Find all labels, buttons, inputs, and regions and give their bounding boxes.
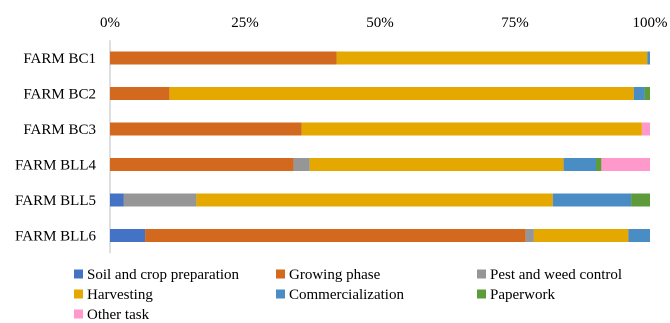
legend-item: Harvesting	[74, 287, 153, 303]
bar-segment	[196, 193, 553, 207]
category-label: FARM BLL6	[15, 229, 96, 245]
bar-segment	[336, 51, 648, 65]
legend-swatch	[276, 289, 285, 299]
x-tick-label: 100%	[633, 15, 668, 31]
bar-segment	[301, 122, 642, 136]
legend-swatch	[74, 309, 83, 319]
bar-row	[110, 193, 650, 207]
legend-swatch	[276, 269, 285, 279]
bar-segment	[601, 158, 650, 171]
bar-segment	[309, 158, 564, 171]
x-tick-label: 25%	[231, 15, 259, 31]
bar-segment	[552, 193, 632, 207]
legend-item: Other task	[74, 307, 150, 323]
legend-label: Harvesting	[87, 287, 153, 303]
legend-label: Soil and crop preparation	[87, 267, 240, 283]
legend-label: Pest and weed control	[490, 267, 622, 283]
x-tick-label: 0%	[100, 15, 120, 31]
category-label: FARM BC1	[23, 51, 96, 67]
legend-label: Paperwork	[490, 287, 555, 303]
category-label: FARM BLL5	[15, 193, 96, 209]
legend-label: Growing phase	[289, 267, 381, 283]
x-tick-label: 50%	[366, 15, 394, 31]
bar-segment	[533, 229, 629, 242]
bar-row	[110, 87, 650, 100]
legend-swatch	[477, 269, 486, 279]
bar-segment	[647, 51, 650, 65]
legend-item: Growing phase	[276, 267, 381, 283]
legend-item: Soil and crop preparation	[74, 267, 240, 283]
bars	[110, 51, 650, 242]
bar-segment	[293, 158, 310, 171]
bar-segment	[633, 87, 645, 100]
bar-row	[110, 158, 650, 171]
bar-segment	[525, 229, 534, 242]
legend: Soil and crop preparation Growing phase Pe…	[74, 267, 622, 323]
bar-segment	[110, 158, 294, 171]
bar-segment	[563, 158, 596, 171]
bar-segment	[628, 229, 650, 242]
bar-segment	[110, 193, 124, 207]
x-axis-ticks: 0% 25% 50% 75% 100%	[100, 15, 668, 31]
legend-swatch	[74, 289, 83, 299]
legend-label: Other task	[87, 307, 150, 323]
bar-segment	[110, 51, 337, 65]
bar-row	[110, 51, 650, 65]
bar-row	[110, 122, 650, 136]
bar-segment	[169, 87, 634, 100]
bar-segment	[644, 87, 650, 100]
legend-item: Commercialization	[276, 287, 404, 303]
bar-segment	[123, 193, 197, 207]
x-tick-label: 75%	[501, 15, 529, 31]
category-label: FARM BC2	[23, 87, 96, 103]
legend-swatch	[74, 269, 83, 279]
legend-swatch	[477, 289, 486, 299]
bar-segment	[596, 158, 602, 171]
legend-label: Commercialization	[289, 287, 404, 303]
bar-segment	[110, 122, 302, 136]
legend-item: Paperwork	[477, 287, 555, 303]
bar-segment	[110, 229, 146, 242]
bar-segment	[631, 193, 650, 207]
bar-row	[110, 229, 650, 242]
category-axis-labels: FARM BC1 FARM BC2 FARM BC3 FARM BLL4 FARM BL…	[15, 51, 96, 245]
bar-segment	[145, 229, 526, 242]
bar-segment	[641, 122, 650, 136]
category-label: FARM BLL4	[15, 158, 96, 174]
category-label: FARM BC3	[23, 122, 96, 138]
bar-segment	[110, 87, 170, 100]
legend-item: Pest and weed control	[477, 267, 622, 283]
